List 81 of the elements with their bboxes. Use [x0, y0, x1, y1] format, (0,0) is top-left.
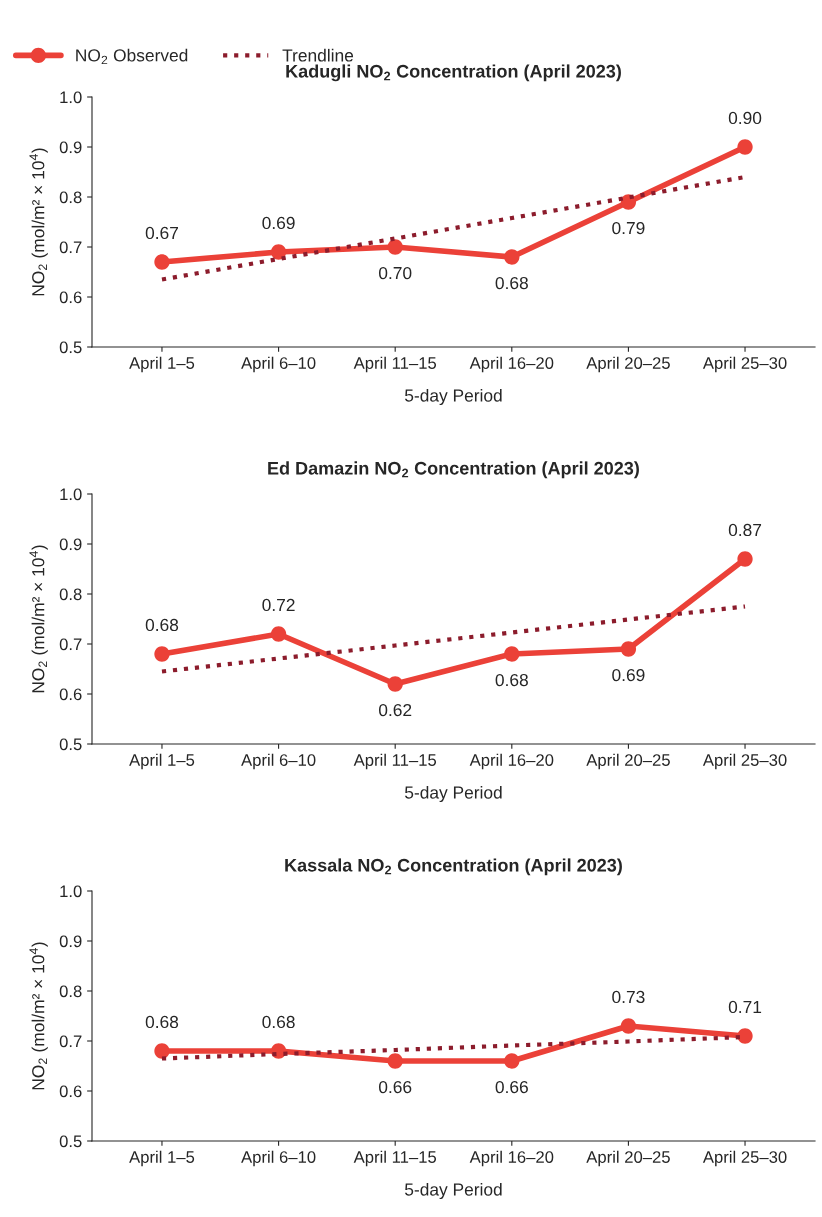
text: 0.5 — [59, 738, 82, 751]
text: 0.9 — [59, 935, 82, 948]
chart-title: Kassala NO$_{2}$ Concentration (April 2023) — [285, 858, 622, 876]
text: 0.6 — [59, 1085, 82, 1098]
x-tick-label: April 6–10 — [241, 356, 316, 373]
text: 0.7 — [59, 638, 82, 651]
x-tick-label: April 20–25 — [586, 356, 670, 373]
chart-title: Kadugli NO$_{2}$ Concentration (April 2023) — [286, 64, 621, 82]
data-label: 0.71 — [728, 1000, 762, 1014]
point — [154, 254, 170, 270]
data-label: 0.87 — [728, 523, 762, 537]
data-label: 0.68 — [262, 1015, 295, 1029]
y-axis-title: NO$_{2}$ (mol/m² × 10$^{4}$) — [29, 942, 48, 1090]
text: 1.0 — [60, 488, 82, 501]
x-tick-label: April 25–30 — [702, 1150, 787, 1167]
point — [620, 641, 637, 657]
text: 0.7 — [59, 1035, 82, 1048]
point — [737, 139, 753, 155]
data-label: 0.66 — [495, 1080, 528, 1094]
x-tick-label: April 16–20 — [469, 356, 554, 373]
data-label: 0.67 — [145, 226, 178, 240]
x-axis-title: 5-day Period — [404, 785, 502, 803]
data-label: 0.72 — [262, 598, 295, 612]
text: 0.8 — [59, 191, 82, 204]
x-tick-label: April 20–25 — [586, 753, 670, 770]
point — [270, 626, 287, 642]
text: 0.6 — [59, 688, 82, 701]
text: 0.9 — [59, 538, 82, 551]
x-tick-label: April 1–5 — [129, 1150, 195, 1167]
data-label: 0.73 — [612, 990, 645, 1004]
point — [504, 1053, 520, 1069]
data-label: 0.62 — [378, 703, 412, 717]
data-label: 0.68 — [495, 276, 528, 290]
point — [737, 1028, 753, 1044]
text: 0.7 — [59, 241, 82, 254]
x-tick-label: April 11–15 — [353, 356, 437, 373]
data-label: 0.69 — [262, 216, 295, 230]
x-tick-label: April 11–15 — [353, 1150, 437, 1167]
data-label: 0.68 — [145, 618, 179, 632]
x-tick-label: April 16–20 — [469, 753, 554, 770]
data-label: 0.69 — [612, 668, 645, 682]
x-axis-title: 5-day Period — [404, 1182, 502, 1200]
text: 0.8 — [59, 588, 82, 601]
x-tick-label: April 16–20 — [469, 1150, 554, 1167]
x-tick-label: April 25–30 — [702, 753, 787, 770]
data-label: 0.90 — [728, 111, 762, 125]
point — [387, 239, 403, 255]
chart-title: Ed Damazin NO$_{2}$ Concentration (April 2023) — [268, 461, 639, 479]
point — [154, 646, 170, 662]
y-axis-title: NO$_{2}$ (mol/m² × 10$^{4}$) — [29, 148, 48, 296]
x-tick-label: April 6–10 — [241, 1150, 316, 1167]
point — [620, 1018, 637, 1034]
x-tick-label: April 1–5 — [129, 356, 195, 373]
legend-label: Trendline — [282, 48, 354, 62]
point — [270, 244, 287, 260]
x-tick-label: April 6–10 — [241, 753, 316, 770]
data-label: 0.68 — [495, 673, 528, 687]
text: 0.6 — [59, 291, 82, 304]
text: 0.5 — [59, 341, 82, 354]
data-label: 0.68 — [145, 1015, 179, 1029]
point — [737, 551, 753, 567]
data-label: 0.79 — [612, 221, 645, 235]
x-tick-label: April 25–30 — [702, 356, 787, 373]
text: 0.5 — [59, 1135, 82, 1148]
x-tick-label: April 11–15 — [353, 753, 437, 770]
point — [387, 1053, 403, 1069]
text: 0.9 — [59, 141, 82, 154]
x-tick-label: April 20–25 — [586, 1150, 670, 1167]
x-tick-label: April 1–5 — [129, 753, 195, 770]
point — [504, 646, 520, 662]
point — [504, 249, 520, 265]
data-label: 0.70 — [378, 266, 412, 280]
x-axis-title: 5-day Period — [404, 388, 502, 406]
legend-label: NO$_{2}$ Observed — [76, 48, 188, 65]
text: 1.0 — [60, 91, 82, 104]
point — [387, 676, 403, 692]
point — [154, 1043, 170, 1059]
text: 1.0 — [60, 885, 82, 898]
y-axis-title: NO$_{2}$ (mol/m² × 10$^{4}$) — [29, 545, 48, 693]
data-label: 0.66 — [378, 1080, 412, 1094]
text: 0.8 — [59, 985, 82, 998]
